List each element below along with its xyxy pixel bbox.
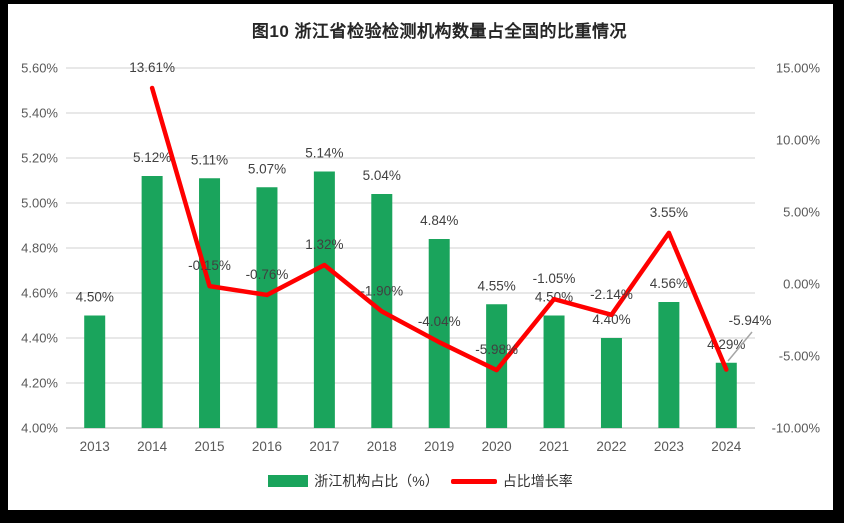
right-axis-tick-label: 5.00% xyxy=(783,205,820,220)
left-axis-tick-label: 5.60% xyxy=(21,61,58,76)
left-axis-tick-label: 5.20% xyxy=(21,151,58,166)
x-axis-label: 2021 xyxy=(539,439,569,454)
x-axis-label: 2015 xyxy=(195,439,225,454)
bar-value-label: 5.07% xyxy=(248,161,286,176)
left-axis-tick-label: 5.40% xyxy=(21,106,58,121)
x-axis-label: 2020 xyxy=(482,439,512,454)
line-value-label: -0.15% xyxy=(188,258,231,273)
right-axis-tick-label: 15.00% xyxy=(776,61,821,76)
legend-label-bar-series: 浙江机构占比（%） xyxy=(314,473,439,489)
x-axis-label: 2024 xyxy=(711,439,742,454)
line-value-label: 1.32% xyxy=(305,237,343,252)
line-value-label: -2.14% xyxy=(590,287,633,302)
left-axis-tick-label: 5.00% xyxy=(21,196,58,211)
bar xyxy=(658,302,680,428)
bar-value-label: 4.50% xyxy=(76,290,114,305)
x-axis-label: 2017 xyxy=(309,439,339,454)
line-value-label: -1.05% xyxy=(533,271,576,286)
left-axis-tick-label: 4.40% xyxy=(21,331,58,346)
bar xyxy=(313,171,335,428)
x-axis-label: 2018 xyxy=(367,439,397,454)
bar-value-label: 5.14% xyxy=(305,146,343,161)
left-axis-tick-label: 4.80% xyxy=(21,241,58,256)
bar-value-label: 4.40% xyxy=(592,312,630,327)
bar-value-label: 5.11% xyxy=(191,152,228,167)
bar-value-label: 4.55% xyxy=(477,278,515,293)
x-axis-label: 2023 xyxy=(654,439,684,454)
bar xyxy=(715,362,737,428)
left-axis-tick-label: 4.20% xyxy=(21,376,58,391)
x-axis-label: 2013 xyxy=(80,439,110,454)
bar xyxy=(256,187,278,428)
x-axis-label: 2016 xyxy=(252,439,282,454)
line-value-label: -5.94% xyxy=(729,313,772,328)
line-value-label: -4.04% xyxy=(418,314,461,329)
line-value-label: 3.55% xyxy=(650,205,688,220)
growth-rate-line xyxy=(149,85,729,373)
line-value-label: 13.61% xyxy=(129,60,175,75)
bar-series-swatch-icon xyxy=(268,475,309,487)
right-axis-tick-label: 10.00% xyxy=(776,133,821,148)
bar-value-label: 4.56% xyxy=(650,276,688,291)
x-axis-label: 2022 xyxy=(596,439,626,454)
x-axis-label: 2014 xyxy=(137,439,168,454)
right-axis-tick-label: -10.00% xyxy=(772,421,821,436)
bar xyxy=(428,239,450,428)
bar-value-label: 5.12% xyxy=(133,150,171,165)
right-axis-tick-label: -5.00% xyxy=(779,349,821,364)
bar xyxy=(199,178,221,428)
chart-title: 图10 浙江省检验检测机构数量占全国的比重情况 xyxy=(251,22,628,41)
legend-label-line-series: 占比增长率 xyxy=(502,473,573,489)
line-series-swatch-icon xyxy=(450,478,497,484)
left-axis-tick-label: 4.60% xyxy=(21,286,58,301)
x-axis-label: 2019 xyxy=(424,439,454,454)
line-value-label: -5.98% xyxy=(475,342,518,357)
bar xyxy=(486,304,508,428)
bar xyxy=(141,176,163,428)
bar xyxy=(600,338,622,428)
legend-item-bar-series: 浙江机构占比（%） xyxy=(268,471,439,491)
line-value-label: -0.76% xyxy=(246,267,289,282)
legend-item-line-series: 占比增长率 xyxy=(450,471,573,491)
label-leader-line xyxy=(727,331,753,362)
line-value-label: -1.90% xyxy=(360,283,403,298)
bar xyxy=(543,315,565,428)
bar-value-label: 4.84% xyxy=(420,213,458,228)
left-axis-tick-label: 4.00% xyxy=(21,421,58,436)
bar-value-label: 5.04% xyxy=(363,168,401,183)
chart-legend: 浙江机构占比（%） 占比增长率 xyxy=(8,469,833,493)
right-axis-tick-label: 0.00% xyxy=(783,277,820,292)
bar xyxy=(84,315,106,428)
